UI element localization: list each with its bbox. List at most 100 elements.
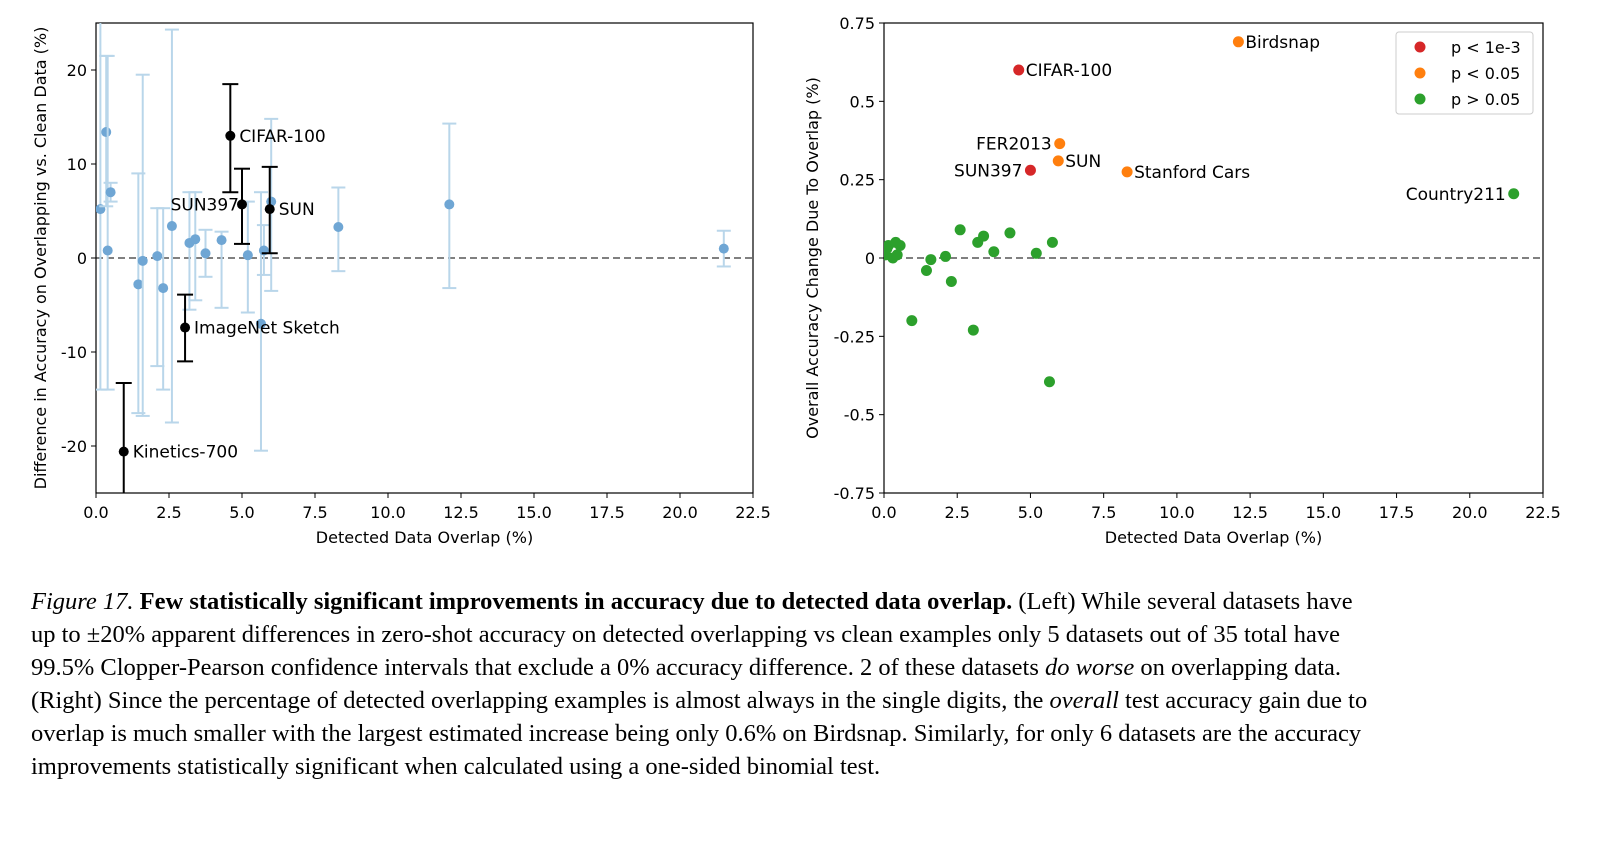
caption-line-5: overlap is much smaller with the largest… <box>31 720 1362 747</box>
data-point <box>101 127 112 138</box>
legend: p < 1e-3 p < 0.05 p > 0.05 <box>1395 31 1534 115</box>
caption-line-6: improvements statistically significant w… <box>31 753 881 780</box>
x-tick-label: 22.5 <box>735 503 771 522</box>
data-point <box>266 196 277 207</box>
point-label: Stanford Cars <box>1134 163 1250 183</box>
labeled-point <box>1232 36 1244 48</box>
caption-line-3-emphasis: do worse <box>1045 654 1135 681</box>
data-point <box>718 243 729 254</box>
data-point <box>891 249 903 261</box>
y-tick-label: 0.25 <box>839 171 875 190</box>
x-tick-label: 2.5 <box>944 503 969 522</box>
data-point <box>333 221 344 232</box>
data-point <box>1046 236 1058 248</box>
data-point <box>158 283 169 294</box>
caption-line-1: Figure 17. Few statistically significant… <box>31 585 1576 618</box>
point-label: SUN <box>279 200 315 220</box>
legend-label: p < 0.05 <box>1451 64 1520 83</box>
y-axis-label: Overall Accuracy Change Due To Overlap (… <box>803 77 822 439</box>
data-point <box>920 265 932 277</box>
data-point <box>242 250 253 261</box>
x-tick-label: 20.0 <box>1452 503 1488 522</box>
data-point <box>940 250 952 262</box>
legend-marker <box>1414 41 1426 53</box>
data-point <box>906 315 918 327</box>
caption-line-4-emphasis: overall <box>1049 687 1119 714</box>
data-point <box>925 254 937 266</box>
caption-line-3-b: on overlapping data. <box>1134 654 1342 681</box>
data-point <box>133 279 144 290</box>
labeled-point <box>1121 166 1133 178</box>
right-chart: 0.0 2.5 5.0 7.5 10.0 12.5 15.0 17.5 20.0 22.5 0.75… <box>803 14 1561 547</box>
y-tick-label: 0.5 <box>850 92 875 111</box>
data-point <box>216 235 227 246</box>
left-plot-area <box>96 23 731 493</box>
x-axis-label: Detected Data Overlap (%) <box>316 528 533 547</box>
point-label: Country211 <box>1406 185 1506 205</box>
x-tick-label: 10.0 <box>370 503 406 522</box>
data-point <box>945 276 957 287</box>
figure-caption: Figure 17. Few statistically significant… <box>31 585 1576 783</box>
y-axis-label: Difference in Accuracy on Overlapping vs… <box>31 27 50 490</box>
data-point <box>137 255 148 266</box>
y-tick-label: -0.75 <box>834 484 875 503</box>
data-point <box>444 199 455 210</box>
significant-point <box>118 446 129 457</box>
x-tick-label: 12.5 <box>1232 503 1268 522</box>
caption-line-4-b: test accuracy gain due to <box>1118 687 1368 714</box>
y-tick-label: 0 <box>77 249 87 268</box>
caption-title: Few statistically significant improvemen… <box>139 588 1013 615</box>
data-point <box>200 248 211 259</box>
point-label: ImageNet Sketch <box>194 319 340 339</box>
y-tick-label: -0.5 <box>844 406 875 425</box>
x-tick-label: 10.0 <box>1159 503 1195 522</box>
point-label: CIFAR-100 <box>239 127 325 147</box>
point-label: SUN397 <box>954 161 1022 181</box>
point-label: FER2013 <box>976 135 1052 155</box>
labeled-point <box>1052 155 1064 167</box>
data-point <box>1030 247 1042 259</box>
x-tick-label: 7.5 <box>1091 503 1116 522</box>
data-point <box>152 251 163 262</box>
x-tick-label: 15.0 <box>516 503 552 522</box>
labeled-point <box>1024 164 1036 176</box>
legend-marker <box>1414 67 1426 79</box>
data-point <box>1004 227 1016 239</box>
figure-17-charts: 0.0 2.5 5.0 7.5 10.0 12.5 15.0 17.5 20.0 22.5 20 10… <box>31 14 1561 547</box>
x-axis-label: Detected Data Overlap (%) <box>1105 528 1322 547</box>
significant-point <box>237 199 247 210</box>
x-tick-label: 15.0 <box>1306 503 1342 522</box>
data-point <box>978 230 990 242</box>
legend-marker <box>1414 93 1426 105</box>
point-label: CIFAR-100 <box>1026 61 1112 81</box>
point-label: SUN397 <box>171 195 239 215</box>
x-tick-label: 7.5 <box>302 503 327 522</box>
x-tick-label: 5.0 <box>1018 503 1043 522</box>
x-tick-label: 17.5 <box>1379 503 1415 522</box>
legend-box <box>1395 31 1534 115</box>
data-point <box>166 221 177 232</box>
caption-figure-label: Figure 17. <box>31 588 134 615</box>
labeled-point <box>1054 138 1066 150</box>
data-point <box>102 245 113 256</box>
legend-label: p > 0.05 <box>1451 90 1520 109</box>
labeled-point <box>1013 64 1025 76</box>
data-point <box>105 187 116 198</box>
legend-label: p < 1e-3 <box>1451 38 1521 57</box>
significant-point <box>225 130 236 141</box>
y-tick-label: -10 <box>61 343 87 362</box>
caption-line-4: (Right) Since the percentage of detected… <box>31 684 1576 717</box>
y-tick-label: 0 <box>865 249 875 268</box>
x-tick-label: 0.0 <box>83 503 108 522</box>
x-tick-label: 17.5 <box>589 503 625 522</box>
y-tick-label: 20 <box>67 61 87 80</box>
y-tick-label: -20 <box>61 437 87 456</box>
data-point <box>894 239 906 251</box>
x-tick-label: 12.5 <box>443 503 479 522</box>
caption-line-1-rest: (Left) While several datasets have <box>1018 588 1353 615</box>
caption-line-2: up to ±20% apparent differences in zero-… <box>31 621 1340 648</box>
x-tick-label: 5.0 <box>229 503 254 522</box>
x-tick-label: 20.0 <box>662 503 698 522</box>
caption-line-3: 99.5% Clopper-Pearson confidence interva… <box>31 651 1576 684</box>
data-point <box>1043 376 1055 388</box>
